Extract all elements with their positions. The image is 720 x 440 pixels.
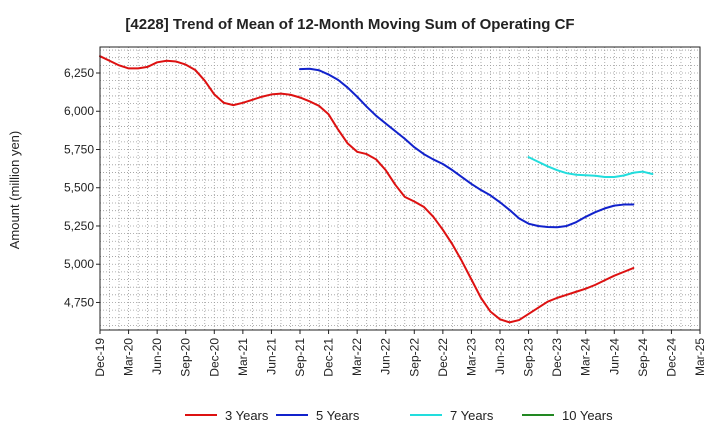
x-tick-label: Mar-23 <box>464 338 478 376</box>
y-tick-label: 5,500 <box>64 181 94 195</box>
y-tick-label: 6,000 <box>64 104 94 118</box>
legend-label: 3 Years <box>225 408 269 423</box>
legend-label: 10 Years <box>562 408 613 423</box>
y-tick-label: 5,750 <box>64 142 94 156</box>
x-tick-label: Jun-22 <box>379 338 393 375</box>
x-tick-label: Sep-22 <box>407 338 421 377</box>
x-tick-label: Sep-20 <box>179 338 193 377</box>
series-lines <box>99 55 654 324</box>
y-tick-label: 4,750 <box>64 295 94 309</box>
x-tick-label: Mar-24 <box>579 338 593 376</box>
legend-label: 5 Years <box>316 408 360 423</box>
x-tick-label: Dec-23 <box>550 338 564 377</box>
y-axis: 4,750 5,000 5,250 5,500 5,750 6,000 6,250 <box>64 66 100 309</box>
x-tick-label: Sep-21 <box>293 338 307 377</box>
grid <box>100 47 700 330</box>
series-line-5-years <box>299 67 635 229</box>
x-tick-label: Dec-24 <box>664 338 678 377</box>
series-line-3-years <box>99 55 635 324</box>
series-line-7-years <box>527 156 654 179</box>
x-tick-label: Jun-24 <box>607 338 621 375</box>
plot-frame <box>99 46 701 331</box>
legend-label: 7 Years <box>450 408 494 423</box>
x-tick-label: Jun-23 <box>493 338 507 375</box>
x-tick-label: Dec-20 <box>207 338 221 377</box>
legend: 3 Years 5 Years 7 Years 10 Years <box>185 408 613 423</box>
x-tick-label: Mar-22 <box>350 338 364 376</box>
x-tick-label: Sep-24 <box>636 338 650 377</box>
x-tick-label: Jun-20 <box>150 338 164 375</box>
x-tick-label: Sep-23 <box>522 338 536 377</box>
x-axis: Dec-19 Mar-20 Jun-20 Sep-20 Dec-20 Mar-21 Jun-… <box>93 330 707 377</box>
x-tick-label: Dec-22 <box>436 338 450 377</box>
x-tick-label: Mar-25 <box>693 338 707 376</box>
x-tick-label: Dec-21 <box>322 338 336 377</box>
x-tick-label: Mar-20 <box>122 338 136 376</box>
x-tick-label: Dec-19 <box>93 338 107 377</box>
y-axis-label: Amount (million yen) <box>7 131 22 250</box>
y-tick-label: 5,000 <box>64 257 94 271</box>
y-tick-label: 6,250 <box>64 66 94 80</box>
x-tick-label: Jun-21 <box>264 338 278 375</box>
x-tick-label: Mar-21 <box>236 338 250 376</box>
y-tick-label: 5,250 <box>64 219 94 233</box>
chart-title: [4228] Trend of Mean of 12-Month Moving … <box>125 16 574 33</box>
